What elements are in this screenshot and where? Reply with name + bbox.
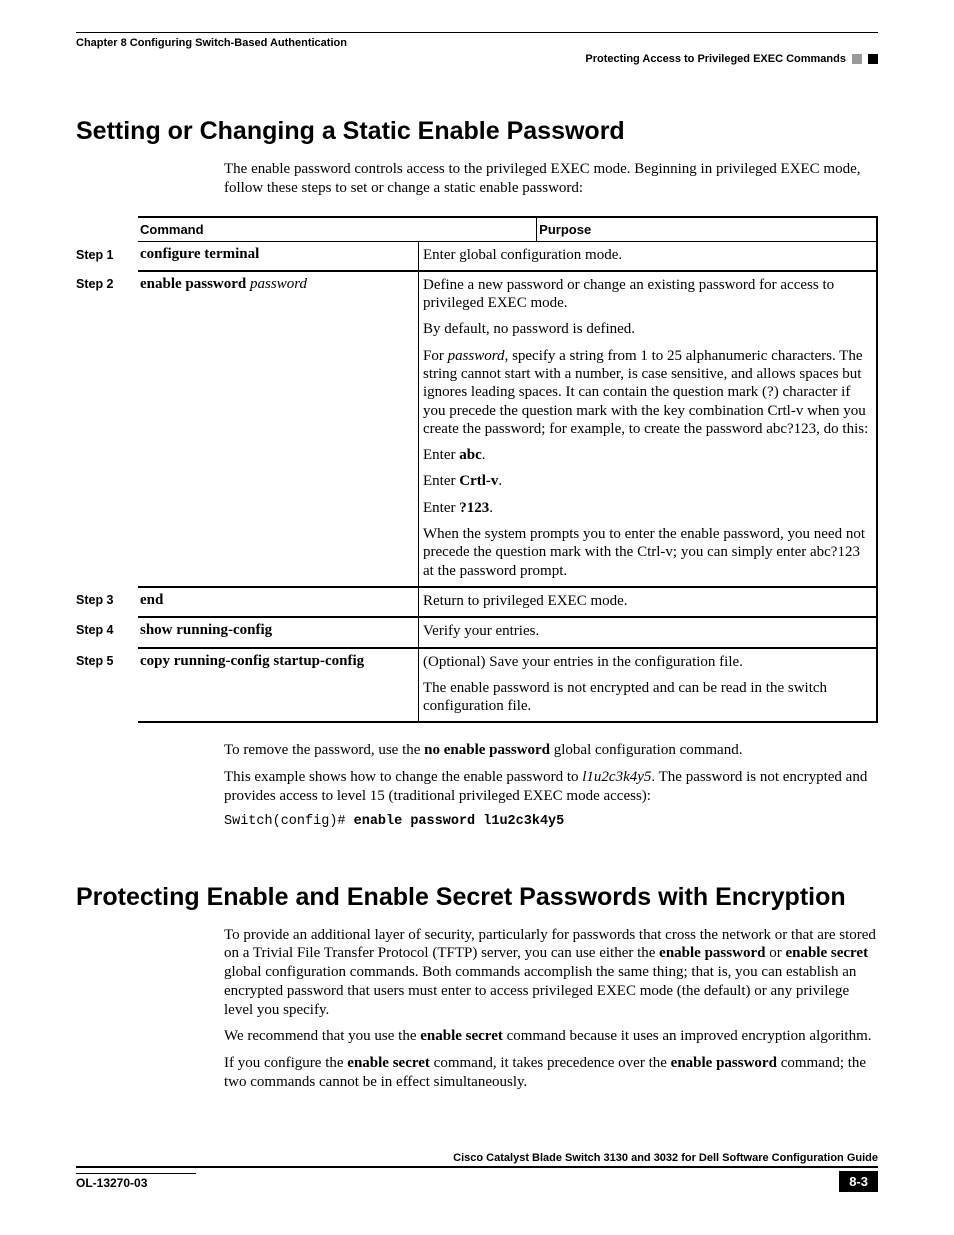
step-label: Step 3 [76, 587, 138, 617]
section-title: Protecting Enable and Enable Secret Pass… [76, 883, 878, 912]
footer-doc-id: OL-13270-03 [76, 1173, 196, 1190]
command-cell: copy running-config startup-config [138, 648, 419, 722]
step-label: Step 2 [76, 271, 138, 587]
body-paragraph: We recommend that you use the enable sec… [224, 1027, 878, 1046]
command-cell: enable password password [138, 271, 419, 586]
purpose-cell: Return to privileged EXEC mode. [419, 587, 878, 616]
command-cell: end [138, 587, 419, 616]
table-header: Command [138, 217, 537, 242]
step-label: Step 4 [76, 617, 138, 647]
chapter-header: Chapter 8 Configuring Switch-Based Authe… [76, 37, 878, 49]
step-label: Step 5 [76, 648, 138, 724]
code-example: Switch(config)# enable password l1u2c3k4… [224, 814, 878, 831]
purpose-cell: Verify your entries. [419, 618, 878, 647]
command-cell: configure terminal [138, 242, 419, 271]
purpose-cell: Define a new password or change an exist… [419, 271, 878, 586]
command-cell: show running-config [138, 618, 419, 647]
header-decor-icon [868, 54, 878, 64]
header-decor-icon [852, 54, 862, 64]
purpose-cell: Enter global configuration mode. [419, 242, 878, 271]
step-label: Step 1 [76, 242, 138, 271]
body-paragraph: To provide an additional layer of securi… [224, 926, 878, 1020]
section-header: Protecting Access to Privileged EXEC Com… [585, 53, 846, 65]
intro-paragraph: The enable password controls access to t… [224, 160, 878, 198]
after-paragraph: This example shows how to change the ena… [224, 768, 878, 806]
section-title: Setting or Changing a Static Enable Pass… [76, 117, 878, 146]
footer-page-number: 8-3 [839, 1171, 878, 1192]
footer-doc-title: Cisco Catalyst Blade Switch 3130 and 303… [76, 1152, 878, 1168]
table-header: Purpose [537, 217, 877, 242]
body-paragraph: If you configure the enable secret comma… [224, 1054, 878, 1092]
after-paragraph: To remove the password, use the no enabl… [224, 741, 878, 760]
purpose-cell: (Optional) Save your entries in the conf… [419, 648, 878, 722]
